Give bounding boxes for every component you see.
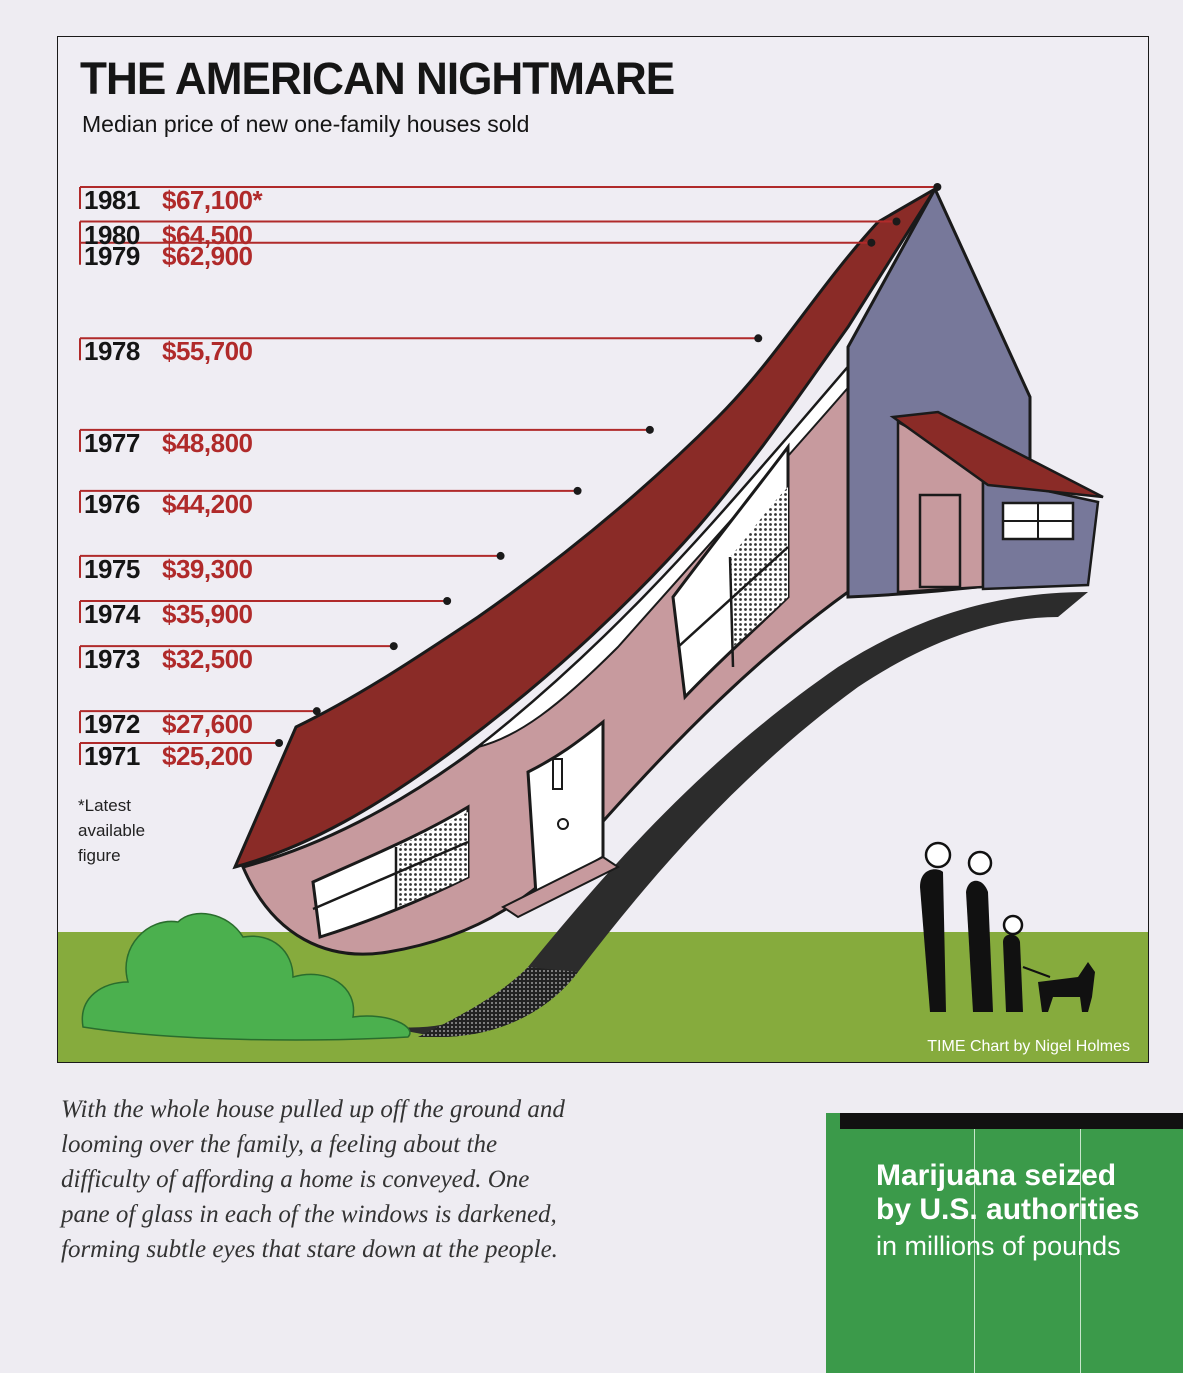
data-point-1971	[275, 739, 284, 747]
year-label-1972: 1972	[84, 709, 140, 740]
price-label-1981: $67,100*	[162, 185, 263, 215]
year-label-1978: 1978	[84, 336, 140, 367]
data-point-1972	[312, 707, 321, 716]
next-chart-subtitle: in millions of pounds	[876, 1231, 1121, 1261]
roof-points	[275, 183, 942, 747]
chart-frame: THE AMERICAN NIGHTMARE Median price of n…	[57, 36, 1149, 1063]
house-shadow-fade	[418, 967, 578, 1037]
bush	[81, 912, 411, 1041]
next-chart-topbar	[840, 1113, 1183, 1129]
mother	[966, 880, 993, 1012]
price-label-1976: $44,200	[162, 488, 253, 519]
father-head	[924, 841, 952, 869]
year-label-1971: 1971	[84, 741, 140, 771]
gridline	[974, 1129, 975, 1373]
footnote: *Latest available figure	[78, 796, 146, 865]
data-point-1980	[892, 217, 901, 226]
data-point-1974	[443, 597, 452, 606]
leader-lines	[79, 186, 938, 765]
chart-subtitle: Median price of new one-family houses so…	[82, 111, 530, 137]
upper-window-dark-pane	[730, 487, 788, 647]
data-point-1977	[645, 425, 654, 434]
house-roof	[232, 187, 937, 870]
lower-window-dark-pane	[396, 812, 468, 907]
data-point-1981	[933, 183, 942, 191]
family-illustration	[920, 841, 1095, 1012]
caption: With the whole house pulled up off the g…	[61, 1096, 565, 1263]
porch-door	[918, 493, 962, 589]
price-label-1980: $64,500	[162, 219, 253, 250]
wall-trim	[477, 365, 855, 748]
price-label-1978: $55,700	[162, 336, 253, 367]
data-point-1976	[573, 486, 582, 495]
mother-head	[967, 850, 993, 876]
dog	[1038, 962, 1095, 1012]
chart-title: THE AMERICAN NIGHTMARE	[80, 53, 675, 104]
gridline	[1080, 1129, 1081, 1373]
next-chart-title-line1: Marijuana seized	[876, 1159, 1117, 1192]
price-label-1977: $48,800	[162, 427, 253, 458]
year-label-1976: 1976	[84, 488, 140, 519]
next-chart-panel: Marijuana seized by U.S. authorities in …	[826, 1113, 1183, 1373]
year-label-1979: 1979	[84, 240, 140, 271]
child	[1003, 934, 1023, 1012]
chart-credit: TIME Chart by Nigel Holmes	[927, 1038, 1130, 1055]
year-label-1980: 1980	[84, 219, 140, 250]
year-label-1974: 1974	[84, 599, 140, 629]
price-label-1975: $39,300	[162, 553, 253, 584]
house-illustration	[58, 183, 1148, 1062]
price-label-1973: $32,500	[162, 644, 253, 675]
data-point-1975	[496, 551, 505, 560]
year-label-1977: 1977	[84, 427, 140, 458]
price-label-1974: $35,900	[162, 599, 253, 629]
year-label-1973: 1973	[84, 644, 140, 675]
child-head	[1002, 914, 1024, 936]
year-label-1981: 1981	[84, 185, 140, 215]
year-label-1975: 1975	[84, 553, 140, 584]
data-point-1979	[867, 238, 876, 247]
price-label-1979: $62,900	[162, 240, 253, 271]
porch-roof	[889, 410, 1104, 499]
next-chart-title: Marijuana seized by U.S. authorities	[876, 1159, 1139, 1227]
next-chart-title-line2: by U.S. authorities	[876, 1193, 1140, 1226]
data-point-1973	[389, 642, 398, 651]
father	[920, 869, 946, 1012]
price-label-1971: $25,200	[162, 741, 253, 771]
data-point-1978	[754, 334, 763, 343]
door-step	[501, 855, 620, 919]
price-label-1972: $27,600	[162, 709, 253, 740]
